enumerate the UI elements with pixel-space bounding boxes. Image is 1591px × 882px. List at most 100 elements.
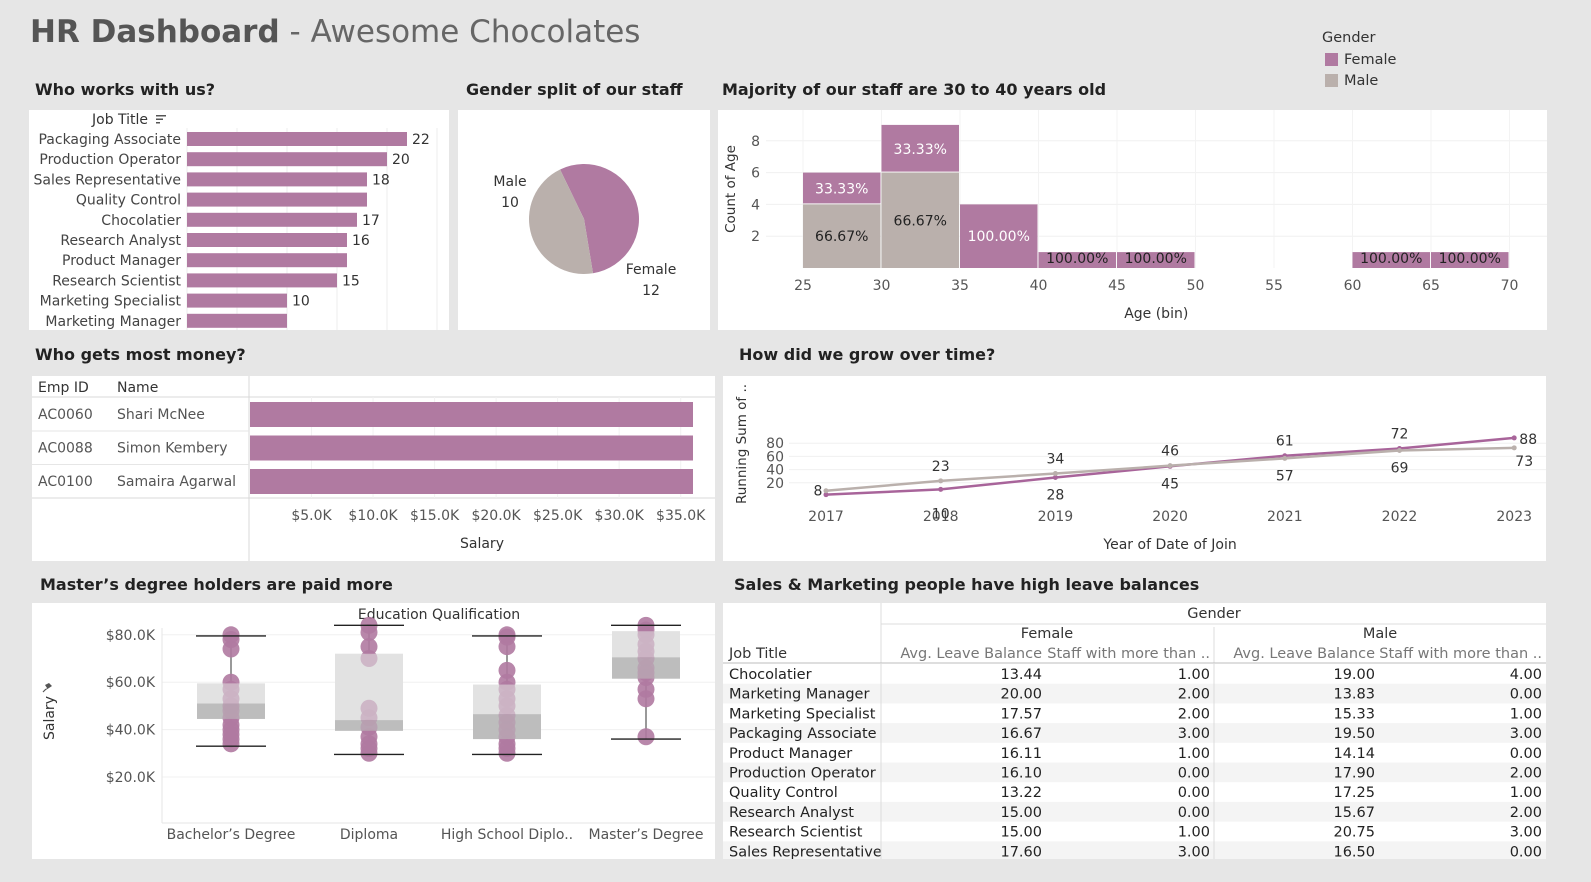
salary-bar[interactable] bbox=[250, 435, 693, 461]
row-stripe bbox=[723, 801, 1546, 822]
job-bar[interactable] bbox=[187, 172, 367, 187]
age-bar-female[interactable] bbox=[1352, 252, 1431, 268]
pin-icon[interactable] bbox=[42, 683, 52, 693]
table-cell: 17.60 bbox=[1000, 844, 1042, 859]
table-cell: 2.00 bbox=[1510, 805, 1542, 821]
emp-name: Shari McNee bbox=[117, 407, 205, 423]
x-tick-label: 25 bbox=[794, 278, 812, 294]
table-cell: 1.00 bbox=[1178, 667, 1210, 683]
gender-legend[interactable]: Gender Female Male bbox=[1322, 30, 1396, 91]
emp-id: AC0100 bbox=[38, 474, 93, 490]
job-bar[interactable] bbox=[187, 192, 367, 207]
section-title-age: Majority of our staff are 30 to 40 years… bbox=[722, 80, 1107, 99]
age-histogram-chart[interactable]: 2 4 6 8 25 30 35 40 45 50 55 60 65 70 Age (bin) Count o… bbox=[718, 110, 1547, 330]
table-cell: 3.00 bbox=[1178, 726, 1210, 742]
salary-point[interactable] bbox=[498, 661, 516, 679]
age-bar-female[interactable] bbox=[1038, 252, 1117, 268]
y-tick-label: 20 bbox=[766, 476, 784, 492]
salary-point[interactable] bbox=[222, 626, 240, 644]
boxplot-header: Education Qualification bbox=[358, 607, 520, 623]
row-header: Job Title bbox=[728, 646, 787, 662]
leave-table[interactable]: Gender Female Male Job Title Avg. Leave Bala… bbox=[723, 603, 1546, 861]
table-cell: 0.00 bbox=[1510, 746, 1542, 762]
job-label: Packaging Associate bbox=[38, 132, 181, 148]
line-point[interactable] bbox=[1052, 471, 1058, 477]
x-tick-label: $25.0K bbox=[533, 508, 583, 524]
table-cell: 3.00 bbox=[1178, 844, 1210, 859]
job-title-header: Job Title bbox=[91, 112, 148, 128]
table-cell: 4.00 bbox=[1510, 667, 1542, 683]
y-axis-title: Salary bbox=[42, 696, 58, 740]
salary-point[interactable] bbox=[637, 728, 655, 746]
table-cell: 2.00 bbox=[1510, 766, 1542, 782]
line-point[interactable] bbox=[938, 478, 944, 484]
salary-point[interactable] bbox=[637, 680, 655, 698]
job-bar[interactable] bbox=[187, 293, 287, 308]
line-point[interactable] bbox=[1397, 447, 1402, 453]
job-value-label: 17 bbox=[362, 213, 380, 229]
category-label: Diploma bbox=[340, 827, 398, 843]
age-bar-female[interactable] bbox=[1117, 252, 1195, 268]
job-bar[interactable] bbox=[187, 132, 407, 146]
box-lower-overlay bbox=[335, 720, 403, 731]
job-bar[interactable] bbox=[187, 233, 347, 247]
dashboard-title: HR Dashboard - Awesome Chocolates bbox=[30, 14, 640, 50]
salary-bar[interactable] bbox=[250, 402, 693, 427]
age-bar-female[interactable] bbox=[1431, 252, 1509, 268]
x-tick-label: 2021 bbox=[1267, 509, 1303, 525]
section-title-leave: Sales & Marketing people have high leave… bbox=[734, 575, 1200, 594]
salary-point[interactable] bbox=[360, 638, 378, 656]
pie-slice-male[interactable] bbox=[529, 169, 594, 274]
salary-bar[interactable] bbox=[250, 469, 693, 494]
table-cell: 2.00 bbox=[1178, 687, 1210, 703]
y-tick-label: $20.0K bbox=[106, 770, 156, 786]
line-point[interactable] bbox=[1282, 455, 1288, 461]
job-bar[interactable] bbox=[187, 212, 357, 227]
line-point[interactable] bbox=[938, 486, 944, 492]
age-bar-female[interactable] bbox=[960, 204, 1038, 268]
degree-boxplot-chart[interactable]: Education Qualification $20.0K $40.0K $60.0… bbox=[32, 603, 715, 859]
line-point[interactable] bbox=[823, 488, 829, 494]
female-point-label: 61 bbox=[1276, 434, 1294, 450]
table-row-job: Packaging Associate bbox=[729, 726, 877, 742]
legend-item-male[interactable]: Male bbox=[1325, 70, 1396, 91]
salary-point[interactable] bbox=[498, 626, 516, 644]
table-row-job: Sales Representative bbox=[729, 844, 882, 859]
top-salary-panel: Emp ID Name $5.0K $10.0K $15.0K $20.0K $25.0K $… bbox=[32, 376, 715, 561]
job-bar[interactable] bbox=[187, 313, 287, 328]
row-stripe bbox=[723, 723, 1546, 743]
job-label: Quality Control bbox=[76, 193, 181, 209]
male-point-label: 46 bbox=[1161, 444, 1179, 460]
male-point-label: 23 bbox=[932, 459, 950, 475]
line-point[interactable] bbox=[1511, 435, 1517, 441]
job-bar[interactable] bbox=[187, 273, 337, 288]
job-value-label: 15 bbox=[342, 273, 360, 289]
y-tick-label: 4 bbox=[751, 197, 760, 213]
line-point[interactable] bbox=[1511, 445, 1517, 451]
table-cell: 17.25 bbox=[1333, 785, 1375, 801]
pie-slice-female[interactable] bbox=[560, 163, 639, 274]
pie-label-female-value: 12 bbox=[642, 283, 660, 299]
age-bar-female[interactable] bbox=[803, 172, 881, 204]
line-point[interactable] bbox=[1052, 475, 1058, 481]
age-bar-female[interactable] bbox=[881, 124, 960, 172]
legend-item-female[interactable]: Female bbox=[1325, 49, 1396, 70]
table-cell: 15.00 bbox=[1000, 825, 1042, 841]
job-title-chart[interactable]: Job Title Packaging Associate 22 Productio… bbox=[29, 110, 449, 330]
line-point[interactable] bbox=[1167, 463, 1173, 469]
age-bar-male[interactable] bbox=[803, 204, 881, 268]
job-bar[interactable] bbox=[187, 152, 387, 167]
job-label: Sales Representative bbox=[34, 172, 182, 188]
table-row-job: Marketing Manager bbox=[729, 687, 869, 703]
table-cell: 16.67 bbox=[1000, 726, 1042, 742]
age-bar-male[interactable] bbox=[881, 172, 960, 268]
table-cell: 3.00 bbox=[1510, 726, 1542, 742]
x-tick-label: 35 bbox=[951, 278, 969, 294]
line-point[interactable] bbox=[823, 492, 829, 498]
job-bar[interactable] bbox=[187, 253, 347, 268]
table-cell: 20.75 bbox=[1333, 825, 1375, 841]
sort-desc-icon[interactable] bbox=[156, 115, 166, 124]
gender-pie-chart[interactable]: Male 10 Female 12 bbox=[458, 110, 710, 330]
top-salary-chart[interactable]: Emp ID Name $5.0K $10.0K $15.0K $20.0K $25.0K $… bbox=[32, 376, 715, 561]
